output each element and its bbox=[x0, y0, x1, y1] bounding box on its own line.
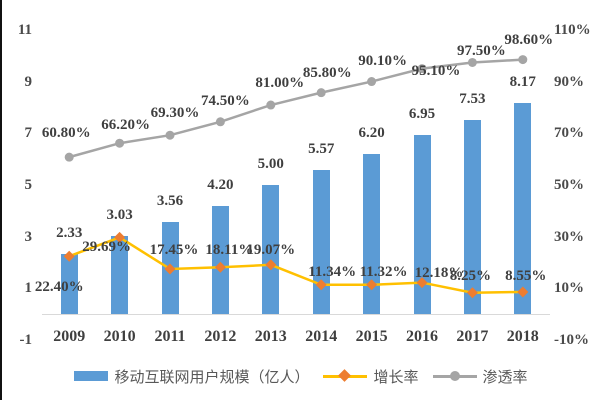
growth-value-label: 18.11% bbox=[205, 242, 254, 259]
bar-2012 bbox=[211, 205, 229, 314]
penetration-value-label: 85.80% bbox=[302, 64, 352, 81]
bar-2017 bbox=[463, 119, 481, 314]
left-axis-tick: 9 bbox=[24, 73, 33, 90]
penetration-point bbox=[367, 77, 377, 87]
penetration-point bbox=[165, 130, 175, 140]
penetration-point bbox=[518, 55, 528, 65]
bar-series-swatch-icon bbox=[74, 371, 109, 381]
bar-value-label: 3.56 bbox=[156, 193, 184, 210]
legend-label-growth: 增长率 bbox=[373, 368, 419, 386]
year-label-2009: 2009 bbox=[53, 328, 86, 345]
bar-value-label: 7.53 bbox=[459, 90, 486, 107]
right-axis-tick: 90% bbox=[554, 73, 584, 90]
growth-line-swatch-icon bbox=[323, 369, 368, 382]
bar-2014 bbox=[312, 170, 330, 314]
penetration-point bbox=[316, 88, 326, 98]
left-axis-tick: -1 bbox=[19, 331, 33, 348]
bar-2013 bbox=[262, 185, 280, 314]
penetration-value-label: 81.00% bbox=[255, 75, 305, 92]
growth-value-label: 19.07% bbox=[246, 241, 296, 258]
bar-2010 bbox=[111, 235, 129, 314]
bar-value-label: 6.95 bbox=[408, 105, 436, 122]
legend-item-users: 移动互联网用户规模（亿人） bbox=[74, 366, 309, 387]
penetration-value-label: 60.80% bbox=[41, 125, 91, 142]
bar-value-label: 3.03 bbox=[106, 206, 133, 223]
year-label-2016: 2016 bbox=[406, 328, 438, 345]
left-axis-tick: 5 bbox=[24, 177, 33, 193]
left-axis-tick: 7 bbox=[24, 125, 33, 142]
growth-value-label: 8.25% bbox=[449, 267, 492, 284]
left-axis-tick: 1 bbox=[24, 280, 33, 297]
legend-label-users: 移动互联网用户规模（亿人） bbox=[114, 368, 310, 386]
year-label-2010: 2010 bbox=[103, 328, 136, 345]
bar-value-label: 6.20 bbox=[358, 125, 385, 142]
growth-value-label: 29.69% bbox=[82, 239, 131, 256]
penetration-point bbox=[467, 57, 477, 67]
growth-point bbox=[366, 279, 378, 291]
growth-value-label: 12.18% bbox=[414, 264, 464, 281]
growth-value-label: 11.34% bbox=[308, 263, 357, 280]
right-axis-tick: 10% bbox=[554, 280, 584, 297]
bar-2016 bbox=[413, 134, 431, 314]
year-label-2014: 2014 bbox=[305, 328, 338, 345]
growth-point bbox=[315, 279, 327, 291]
right-axis-tick: 70% bbox=[554, 125, 584, 142]
penetration-value-label: 98.60% bbox=[504, 31, 554, 48]
bar-2018 bbox=[514, 103, 532, 314]
penetration-value-label: 69.30% bbox=[150, 105, 200, 122]
category-axis-line bbox=[42, 314, 550, 315]
penetration-value-label: 66.20% bbox=[101, 117, 150, 134]
bar-value-label: 5.00 bbox=[257, 156, 284, 172]
year-label-2018: 2018 bbox=[506, 328, 539, 345]
year-label-2013: 2013 bbox=[254, 328, 287, 345]
year-label-2015: 2015 bbox=[355, 328, 388, 345]
bar-value-label: 2.33 bbox=[56, 224, 83, 241]
year-label-2011: 2011 bbox=[154, 328, 186, 345]
year-label-2012: 2012 bbox=[204, 328, 237, 345]
growth-point bbox=[214, 261, 226, 273]
legend-item-growth: 增长率 bbox=[323, 366, 419, 387]
penetration-value-label: 90.10% bbox=[358, 52, 407, 69]
year-label-2017: 2017 bbox=[456, 328, 489, 345]
penetration-value-label: 74.50% bbox=[201, 92, 250, 109]
growth-value-label: 8.55% bbox=[505, 267, 547, 284]
growth-point bbox=[164, 263, 176, 275]
growth-point bbox=[416, 277, 428, 289]
penetration-value-label: 97.50% bbox=[457, 43, 506, 60]
right-axis-tick: -10% bbox=[554, 331, 589, 348]
penetration-point bbox=[266, 100, 276, 110]
penetration-line bbox=[68, 58, 523, 159]
growth-point bbox=[114, 231, 126, 243]
left-axis-tick: 11 bbox=[17, 22, 32, 39]
penetration-point bbox=[64, 152, 74, 162]
right-axis-tick: 110% bbox=[554, 22, 591, 39]
bar-value-label: 5.57 bbox=[308, 141, 335, 158]
penetration-point bbox=[417, 64, 427, 74]
penetration-point bbox=[215, 117, 225, 127]
bar-value-label: 4.20 bbox=[207, 176, 234, 193]
penetration-line-swatch-icon bbox=[432, 370, 477, 382]
growth-point bbox=[265, 259, 277, 271]
bar-2009 bbox=[60, 253, 78, 314]
growth-value-label: 17.45% bbox=[149, 241, 199, 258]
right-axis-tick: 50% bbox=[554, 177, 584, 193]
growth-line bbox=[68, 236, 523, 294]
growth-value-label: 11.32% bbox=[359, 263, 408, 280]
legend-label-penetration: 渗透率 bbox=[482, 368, 528, 386]
growth-value-label: 22.40% bbox=[34, 279, 84, 296]
growth-point bbox=[466, 287, 478, 299]
right-axis-tick: 30% bbox=[554, 228, 584, 245]
bar-value-label: 8.17 bbox=[509, 74, 536, 91]
growth-point bbox=[63, 250, 75, 262]
left-axis-tick: 3 bbox=[24, 228, 33, 245]
penetration-point bbox=[115, 138, 125, 148]
legend-item-penetration: 渗透率 bbox=[432, 366, 528, 387]
bar-2015 bbox=[363, 154, 381, 314]
legend: 移动互联网用户规模（亿人） 增长率 渗透率 bbox=[2, 362, 600, 390]
penetration-value-label: 95.10% bbox=[411, 62, 461, 79]
growth-point bbox=[517, 286, 529, 298]
